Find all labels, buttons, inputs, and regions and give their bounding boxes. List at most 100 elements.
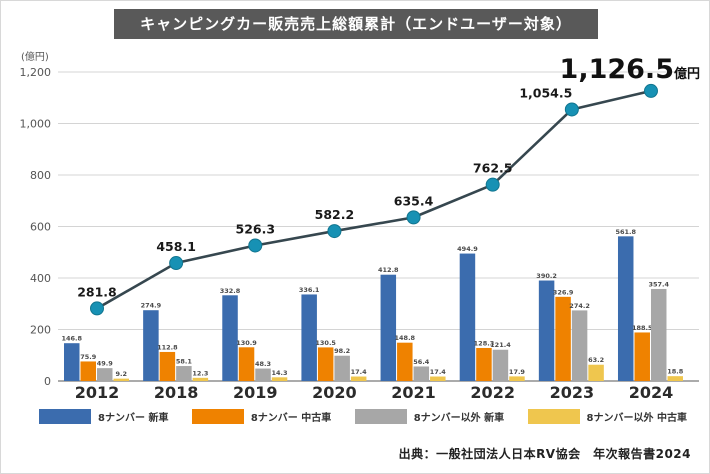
bar-number8-used-2019 xyxy=(238,347,255,381)
bar-number8-used-2020 xyxy=(317,347,334,381)
legend-item-non8-used: 8ナンバー以外 中古車 xyxy=(527,409,687,424)
line-marker-2020 xyxy=(327,224,342,239)
line-marker-2019 xyxy=(248,238,263,253)
bar-value-label: 412.8 xyxy=(378,266,399,274)
bar-value-label: 128.3 xyxy=(474,339,495,347)
y-tick-label: 1,000 xyxy=(20,118,52,131)
bar-value-label: 121.4 xyxy=(490,341,511,349)
bar-value-label: 332.8 xyxy=(220,287,241,295)
bar-non8-used-2022 xyxy=(509,376,525,381)
bar-value-label: 18.8 xyxy=(667,368,684,376)
bar-value-label: 130.5 xyxy=(315,339,336,347)
x-tick-label: 2018 xyxy=(154,383,199,402)
bar-value-label: 130.9 xyxy=(236,339,257,347)
line-value-label: 635.4 xyxy=(394,193,434,208)
bar-non8-new-2022 xyxy=(492,349,509,381)
legend-swatch-number8-new xyxy=(39,409,91,424)
bar-value-label: 14.3 xyxy=(272,369,288,377)
bar-value-label: 112.8 xyxy=(157,343,178,351)
line-value-label: 582.2 xyxy=(315,207,355,222)
legend-item-number8-new: 8ナンバー 新車 xyxy=(39,409,168,424)
legend-item-non8-new: 8ナンバー以外 新車 xyxy=(354,409,505,424)
y-tick-label: 200 xyxy=(30,324,51,337)
bar-non8-new-2021 xyxy=(413,366,430,381)
line-marker-2018 xyxy=(169,256,184,271)
bar-value-label: 17.4 xyxy=(351,368,368,376)
bar-value-label: 188.5 xyxy=(632,324,653,332)
y-tick-label: 1,200 xyxy=(20,66,52,79)
chart-legend: 8ナンバー 新車 8ナンバー 中古車 8ナンバー以外 新車 8ナンバー以外 中古車 xyxy=(39,409,687,424)
bar-non8-new-2023 xyxy=(571,310,588,381)
bar-value-label: 17.4 xyxy=(430,368,447,376)
line-value-label: 458.1 xyxy=(156,239,196,254)
bar-non8-new-2012 xyxy=(97,368,113,381)
bar-number8-new-2023 xyxy=(538,280,555,381)
bar-value-label: 274.2 xyxy=(569,302,590,310)
chart-canvas: (億円) 0 200 400 600 800 1,000 1,200 146.8 274.9 332… xyxy=(20,50,701,402)
bar-non8-used-2021 xyxy=(430,376,446,381)
y-tick-label: 0 xyxy=(44,375,51,388)
bar-value-label: 274.9 xyxy=(141,302,162,310)
legend-item-number8-used: 8ナンバー 中古車 xyxy=(191,409,332,424)
x-tick-label: 2021 xyxy=(391,383,436,402)
x-tick-label: 2022 xyxy=(470,383,515,402)
y-axis-unit-label: (億円) xyxy=(21,50,49,63)
bar-number8-new-2018 xyxy=(143,310,159,381)
y-tick-label: 400 xyxy=(30,272,51,285)
bar-non8-used-2020 xyxy=(350,376,367,381)
trend-line xyxy=(96,89,652,310)
legend-swatch-non8-new xyxy=(354,409,407,424)
bar-value-label: 9.2 xyxy=(115,370,127,378)
legend-label: 8ナンバー以外 中古車 xyxy=(586,413,687,424)
legend-swatch-non8-used xyxy=(527,409,580,424)
bar-value-label: 98.2 xyxy=(334,347,350,355)
bar-number8-used-2024 xyxy=(634,332,650,381)
bar-number8-new-2012 xyxy=(64,343,80,381)
bar-value-label: 75.9 xyxy=(80,353,97,361)
bar-number8-new-2020 xyxy=(301,294,317,381)
line-marker-2024 xyxy=(643,83,658,98)
bar-number8-used-2018 xyxy=(159,351,176,381)
x-tick-label: 2024 xyxy=(629,383,674,402)
bar-non8-new-2024 xyxy=(650,288,667,381)
final-value-label: 1,126.5億円 xyxy=(560,54,700,85)
line-value-label: 281.8 xyxy=(77,284,117,299)
line-marker-2012 xyxy=(90,301,104,316)
bar-value-label: 326.9 xyxy=(553,288,574,296)
bar-number8-used-2023 xyxy=(555,296,571,381)
bar-number8-new-2024 xyxy=(617,236,634,381)
y-tick-label: 600 xyxy=(30,221,51,234)
bar-number8-new-2019 xyxy=(222,295,238,381)
bar-value-label: 63.2 xyxy=(588,356,604,364)
x-tick-label: 2012 xyxy=(75,383,120,402)
line-marker-2023 xyxy=(564,102,579,117)
bar-number8-used-2012 xyxy=(80,361,96,381)
bar-value-label: 390.2 xyxy=(536,272,557,280)
x-tick-label: 2019 xyxy=(233,383,278,402)
bar-value-label: 357.4 xyxy=(648,280,669,288)
title-container: キャンピングカー販売売上総額累計（エンドユーザー対象） xyxy=(1,9,709,39)
bar-value-label: 148.8 xyxy=(395,334,416,342)
line-value-label: 762.5 xyxy=(473,161,513,176)
bar-non8-used-2023 xyxy=(588,364,604,381)
x-tick-label: 2020 xyxy=(312,383,357,402)
bar-value-label: 49.9 xyxy=(97,360,114,368)
legend-label: 8ナンバー 新車 xyxy=(98,413,169,424)
bar-value-label: 494.9 xyxy=(457,245,478,253)
line-value-label: 526.3 xyxy=(236,221,276,236)
bar-non8-used-2024 xyxy=(667,376,683,381)
bar-value-label: 12.3 xyxy=(192,369,208,377)
y-tick-label: 800 xyxy=(30,169,51,182)
chart-title: キャンピングカー販売売上総額累計（エンドユーザー対象） xyxy=(114,9,598,39)
bar-non8-new-2018 xyxy=(176,366,192,381)
legend-swatch-number8-used xyxy=(191,409,244,424)
bar-value-label: 561.8 xyxy=(615,228,636,236)
bar-value-label: 48.3 xyxy=(255,360,271,368)
legend-label: 8ナンバー 中古車 xyxy=(250,413,332,424)
bar-non8-used-2018 xyxy=(192,377,209,381)
bar-value-label: 17.9 xyxy=(509,368,526,376)
bar-non8-used-2012 xyxy=(113,378,129,381)
x-tick-label: 2023 xyxy=(550,383,595,402)
legend-label: 8ナンバー以外 新車 xyxy=(413,413,505,424)
